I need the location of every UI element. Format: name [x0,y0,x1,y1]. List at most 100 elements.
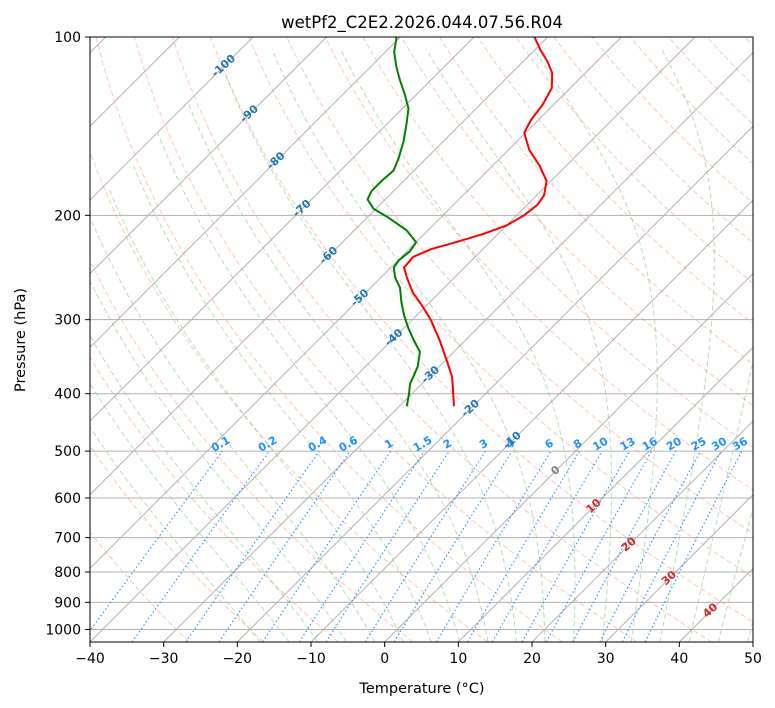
dry-adiabat [400,37,753,407]
y-tick-label: 400 [54,387,81,403]
x-tick-label: 40 [670,651,688,667]
y-tick-label: 100 [54,30,81,46]
isotherm [90,37,548,496]
isotherm [90,37,622,569]
isotherm [90,37,475,422]
moist-adiabat [90,426,261,642]
dry-adiabat [90,259,414,642]
mixing-ratio-line [325,450,450,642]
mixing-ratio-line [644,450,743,642]
mixing-ratio-line [131,450,270,642]
mixing-ratio-line [599,450,702,642]
isotherm [90,37,327,275]
axes: −40 −30 −20 −10 0 10 20 30 40 50 1000 900 800 700 600 5… [45,30,762,667]
mixing-ratio-line [185,450,320,642]
moist-adiabat [224,72,517,642]
plot-frame [89,36,754,643]
isotherm [90,37,254,201]
temperature-profile [403,37,554,407]
isotherm [310,199,753,642]
moist-adiabat [340,49,576,642]
background-lines [90,37,753,642]
dry-adiabat [439,37,753,366]
isotherm [605,494,753,642]
dry-adiabat [90,356,339,642]
moist-adiabat [132,165,432,642]
moist-adiabat [188,104,489,642]
moist-adiabat [659,49,715,642]
moist-adiabat [108,188,404,642]
mixing-ratio-line [545,450,653,642]
y-tick-label: 900 [54,595,81,611]
x-axis-label: Temperature (°C) [358,681,484,697]
isotherm [679,567,753,642]
dry-adiabat [210,37,753,623]
dry-adiabat [90,445,264,642]
mixing-ratio-line [393,450,513,642]
isotherm [237,125,753,642]
dry-adiabat-label: 10 [584,496,604,516]
mixing-ratio-label: 2 [441,437,454,452]
isotherm [752,641,753,642]
x-tick-label: 10 [449,651,467,667]
isotherm [90,37,696,642]
isotherm [458,346,753,642]
moist-adiabat [746,619,753,642]
y-tick-label: 1000 [45,622,81,638]
dry-adiabat [744,37,753,47]
x-tick-label: 20 [523,651,541,667]
mixing-ratio-line [572,450,677,642]
sounding-profiles [366,37,554,407]
mixing-ratio-line [435,450,552,642]
dry-adiabat [90,150,488,642]
x-tick-label: −40 [75,651,105,667]
mixing-ratio-label: 6 [543,436,556,451]
isotherm [531,420,753,642]
moist-adiabat [717,506,753,642]
mixing-ratio-line [298,450,425,642]
isotherm [90,37,401,348]
dry-adiabat [324,37,753,491]
moist-adiabat [426,49,613,642]
y-tick-label: 700 [54,531,81,547]
isotherm [384,273,753,642]
dry-adiabat [591,37,753,204]
moist-adiabat [90,382,290,642]
dry-adiabat [90,531,190,642]
y-tick-label: 500 [54,444,81,460]
mixing-ratio-line [90,450,223,632]
mixing-ratio-line [218,450,351,642]
y-axis-label: Pressure (hPa) [13,288,29,392]
dewpoint-profile [366,37,421,407]
x-tick-label: −20 [223,651,253,667]
dry-adiabat [515,37,753,284]
dry-adiabat [362,37,753,449]
y-tick-label: 300 [54,313,81,329]
x-tick-label: −30 [149,651,179,667]
y-tick-label: 200 [54,208,81,224]
x-tick-label: −10 [296,651,326,667]
moist-adiabat [90,279,347,642]
isotherm [163,52,753,642]
dry-adiabat [706,37,753,86]
mixing-ratio-label: 3 [477,437,490,452]
moist-adiabat [271,49,546,642]
chart-title: wetPf2_C2E2.2026.044.07.56.R04 [281,13,563,33]
dry-adiabat [553,37,753,244]
mixing-ratio-label: 1 [382,437,395,452]
x-tick-label: 30 [597,651,615,667]
y-tick-label: 800 [54,565,81,581]
dry-adiabat [171,37,712,642]
dry-adiabat [95,37,563,642]
dry-adiabat [668,37,753,125]
dry-adiabat [133,37,638,642]
mixing-ratio-line [521,450,630,642]
x-tick-label: 0 [380,651,389,667]
dry-adiabat [248,37,753,578]
y-tick-label: 600 [54,491,81,507]
moist-adiabat [90,334,319,642]
moist-adiabat [688,358,753,642]
moist-adiabat [533,49,658,642]
mixing-ratio-line [262,450,392,642]
